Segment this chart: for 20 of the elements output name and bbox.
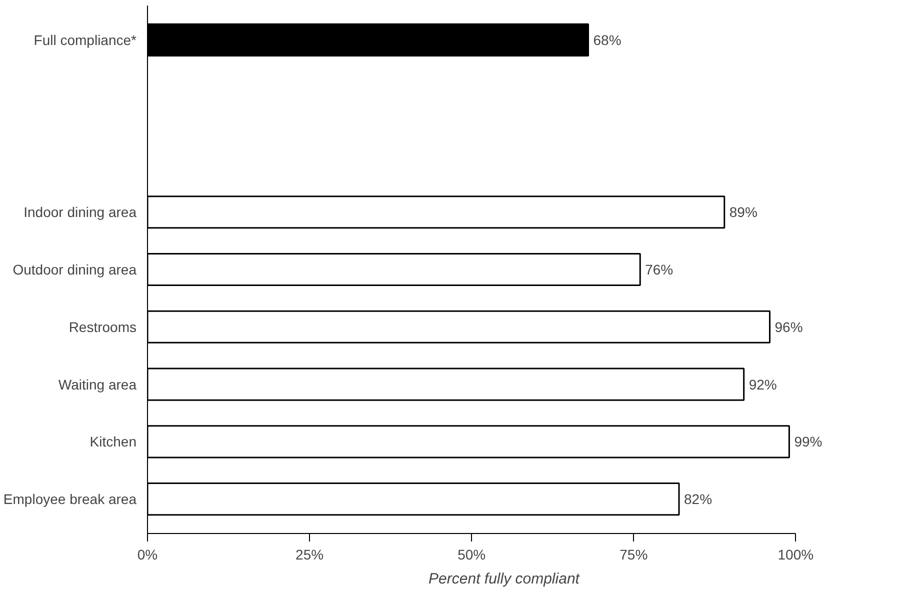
data-label: 76% (645, 262, 674, 278)
y-tick-label: Waiting area (58, 376, 137, 392)
data-label: 99% (794, 434, 822, 450)
y-tick-label: Kitchen (90, 434, 137, 450)
y-tick-label: Employee break area (3, 491, 137, 508)
data-label: 89% (729, 204, 758, 220)
y-tick-label: Indoor dining area (24, 204, 137, 220)
y-tick-label: Full compliance* (34, 32, 138, 48)
x-axis-title: Percent fully compliant (428, 570, 580, 588)
x-tick-label: 50% (458, 546, 486, 562)
x-tick-label: 75% (620, 546, 648, 562)
x-tick-label: 25% (296, 546, 324, 562)
y-tick-label: Restrooms (68, 318, 137, 335)
data-label: 92% (748, 376, 777, 392)
x-tick-label: 100% (778, 546, 814, 562)
x-tick-label: 0% (137, 546, 158, 562)
data-label: 82% (684, 491, 712, 508)
y-tick-label: Outdoor dining area (12, 262, 137, 278)
data-label: 96% (774, 318, 803, 335)
data-label: 68% (593, 32, 622, 48)
